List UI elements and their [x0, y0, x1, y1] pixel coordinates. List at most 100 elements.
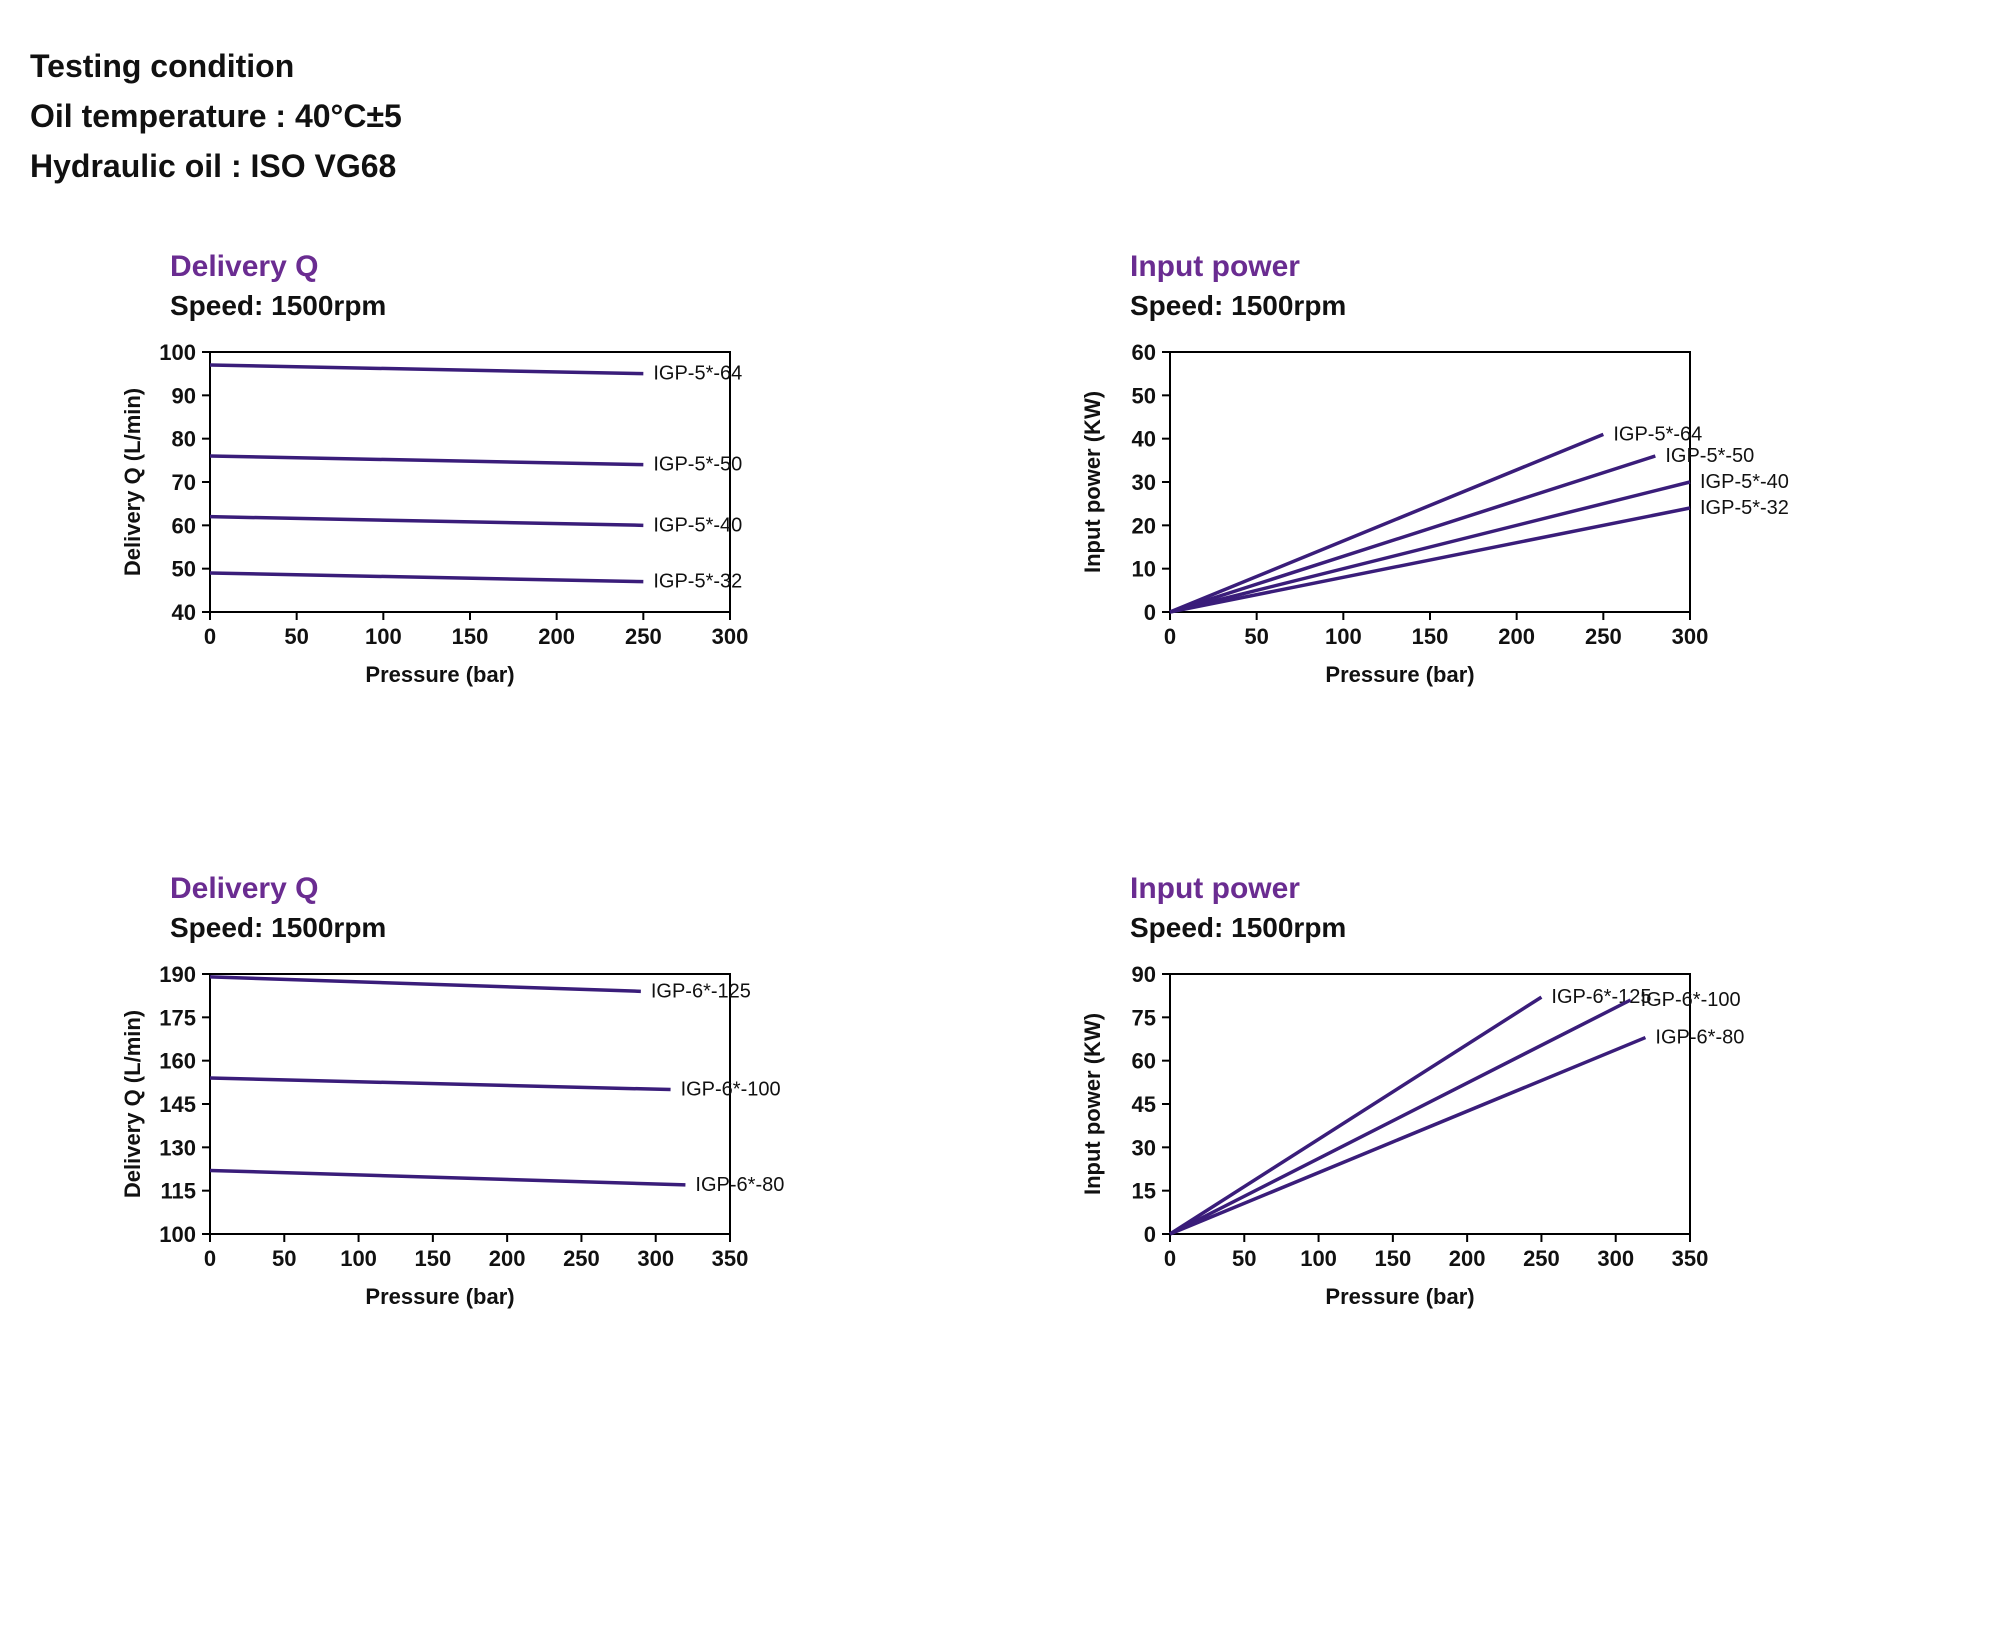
- svg-text:200: 200: [489, 1246, 526, 1271]
- svg-text:10: 10: [1132, 557, 1156, 582]
- svg-text:0: 0: [1164, 1246, 1176, 1271]
- chart-power-igp5: Input power Speed: 1500rpm 0 10 20 30 40 50 60…: [1070, 250, 1890, 712]
- svg-text:50: 50: [1232, 1246, 1256, 1271]
- chart-title: Input power: [1130, 250, 1890, 284]
- chart-subtitle: Speed: 1500rpm: [170, 290, 930, 322]
- chart-svg: 0153045607590050100150200250300350Pressu…: [1070, 954, 1890, 1334]
- svg-text:250: 250: [625, 624, 662, 649]
- svg-text:150: 150: [1374, 1246, 1411, 1271]
- svg-text:200: 200: [1498, 624, 1535, 649]
- chart-title: Input power: [1130, 872, 1890, 906]
- svg-text:Input power (KW): Input power (KW): [1080, 391, 1105, 573]
- svg-text:0: 0: [204, 624, 216, 649]
- svg-text:IGP-6*-100: IGP-6*-100: [681, 1079, 781, 1101]
- svg-text:350: 350: [1672, 1246, 1709, 1271]
- svg-text:IGP-5*-50: IGP-5*-50: [1665, 445, 1754, 467]
- svg-text:50: 50: [1132, 383, 1156, 408]
- svg-text:150: 150: [414, 1246, 451, 1271]
- svg-text:300: 300: [637, 1246, 674, 1271]
- svg-text:100: 100: [159, 340, 196, 365]
- svg-text:90: 90: [172, 383, 196, 408]
- chart-svg: 0 10 20 30 40 50 60 0 50 100 150 200 250 300 Pressure …: [1070, 332, 1890, 712]
- svg-text:175: 175: [159, 1005, 196, 1030]
- svg-text:30: 30: [1132, 1135, 1156, 1160]
- svg-text:75: 75: [1132, 1005, 1156, 1030]
- svg-text:IGP-5*-64: IGP-5*-64: [653, 363, 742, 385]
- svg-text:200: 200: [1449, 1246, 1486, 1271]
- svg-text:70: 70: [172, 470, 196, 495]
- chart-svg: 40 50 60 70 80 90 100 0 50 100 150 200 250 300 Pressur…: [110, 332, 930, 712]
- svg-text:150: 150: [1412, 624, 1449, 649]
- svg-text:0: 0: [204, 1246, 216, 1271]
- svg-text:Delivery Q (L/min): Delivery Q (L/min): [120, 1010, 145, 1198]
- chart-delivery-igp6: Delivery Q Speed: 1500rpm 100 115 130 145 16…: [110, 872, 930, 1334]
- svg-text:Input power (KW): Input power (KW): [1080, 1013, 1105, 1195]
- svg-text:50: 50: [1244, 624, 1268, 649]
- svg-text:350: 350: [712, 1246, 749, 1271]
- header-block: Testing condition Oil temperature : 40°C…: [30, 42, 1966, 190]
- svg-text:200: 200: [538, 624, 575, 649]
- svg-text:0: 0: [1144, 1222, 1156, 1247]
- svg-text:Pressure (bar): Pressure (bar): [1325, 662, 1474, 687]
- chart-svg: 100 115 130 145 160 175 190 0 50 100 150 200 250 300 3…: [110, 954, 930, 1334]
- svg-text:50: 50: [284, 624, 308, 649]
- svg-text:30: 30: [1132, 470, 1156, 495]
- chart-title: Delivery Q: [170, 872, 930, 906]
- chart-title: Delivery Q: [170, 250, 930, 284]
- svg-text:190: 190: [159, 962, 196, 987]
- svg-text:40: 40: [1132, 427, 1156, 452]
- svg-text:90: 90: [1132, 962, 1156, 987]
- svg-text:300: 300: [1672, 624, 1709, 649]
- header-line3: Hydraulic oil : ISO VG68: [30, 142, 1966, 190]
- svg-text:0: 0: [1164, 624, 1176, 649]
- svg-text:145: 145: [159, 1092, 196, 1117]
- svg-text:100: 100: [1325, 624, 1362, 649]
- svg-text:45: 45: [1132, 1092, 1156, 1117]
- chart-subtitle: Speed: 1500rpm: [1130, 290, 1890, 322]
- svg-text:IGP-5*-64: IGP-5*-64: [1613, 423, 1702, 445]
- chart-delivery-igp5: Delivery Q Speed: 1500rpm 40 50 60 70 80 90 10…: [110, 250, 930, 712]
- svg-text:20: 20: [1132, 513, 1156, 538]
- svg-text:250: 250: [1523, 1246, 1560, 1271]
- svg-text:115: 115: [161, 1179, 197, 1204]
- svg-text:IGP-5*-50: IGP-5*-50: [653, 454, 742, 476]
- svg-text:IGP-6*-80: IGP-6*-80: [695, 1174, 784, 1196]
- svg-text:100: 100: [340, 1246, 377, 1271]
- svg-text:IGP-5*-40: IGP-5*-40: [653, 514, 742, 536]
- svg-text:IGP-6*-125: IGP-6*-125: [1551, 986, 1651, 1008]
- svg-text:130: 130: [159, 1135, 196, 1160]
- svg-text:100: 100: [1300, 1246, 1337, 1271]
- svg-text:IGP-6*-125: IGP-6*-125: [651, 980, 751, 1002]
- svg-text:40: 40: [172, 600, 196, 625]
- charts-grid: Delivery Q Speed: 1500rpm 40 50 60 70 80 90 10…: [30, 250, 1966, 1334]
- svg-text:IGP-5*-40: IGP-5*-40: [1700, 471, 1789, 493]
- svg-text:15: 15: [1132, 1179, 1156, 1204]
- svg-text:300: 300: [712, 624, 749, 649]
- svg-text:160: 160: [159, 1049, 196, 1074]
- svg-text:IGP-6*-100: IGP-6*-100: [1641, 989, 1741, 1011]
- svg-text:100: 100: [159, 1222, 196, 1247]
- svg-text:150: 150: [452, 624, 489, 649]
- svg-text:60: 60: [1132, 340, 1156, 365]
- header-line1: Testing condition: [30, 42, 1966, 90]
- svg-text:Pressure (bar): Pressure (bar): [365, 1284, 514, 1309]
- svg-text:60: 60: [1132, 1049, 1156, 1074]
- chart-subtitle: Speed: 1500rpm: [170, 912, 930, 944]
- svg-text:Delivery Q (L/min): Delivery Q (L/min): [120, 388, 145, 576]
- chart-power-igp6: Input power Speed: 1500rpm 0 15 30 45 60 75 90…: [1070, 872, 1890, 1334]
- svg-text:250: 250: [563, 1246, 600, 1271]
- svg-text:50: 50: [272, 1246, 296, 1271]
- svg-text:IGP-5*-32: IGP-5*-32: [653, 571, 742, 593]
- svg-text:80: 80: [172, 427, 196, 452]
- svg-text:0: 0: [1144, 600, 1156, 625]
- svg-text:IGP-5*-32: IGP-5*-32: [1700, 497, 1789, 519]
- svg-text:100: 100: [365, 624, 402, 649]
- header-line2: Oil temperature : 40°C±5: [30, 92, 1966, 140]
- svg-text:IGP-6*-80: IGP-6*-80: [1655, 1027, 1744, 1049]
- svg-text:60: 60: [172, 513, 196, 538]
- chart-subtitle: Speed: 1500rpm: [1130, 912, 1890, 944]
- svg-text:Pressure (bar): Pressure (bar): [365, 662, 514, 687]
- svg-text:Pressure (bar): Pressure (bar): [1325, 1284, 1474, 1309]
- svg-text:250: 250: [1585, 624, 1622, 649]
- svg-text:50: 50: [172, 557, 196, 582]
